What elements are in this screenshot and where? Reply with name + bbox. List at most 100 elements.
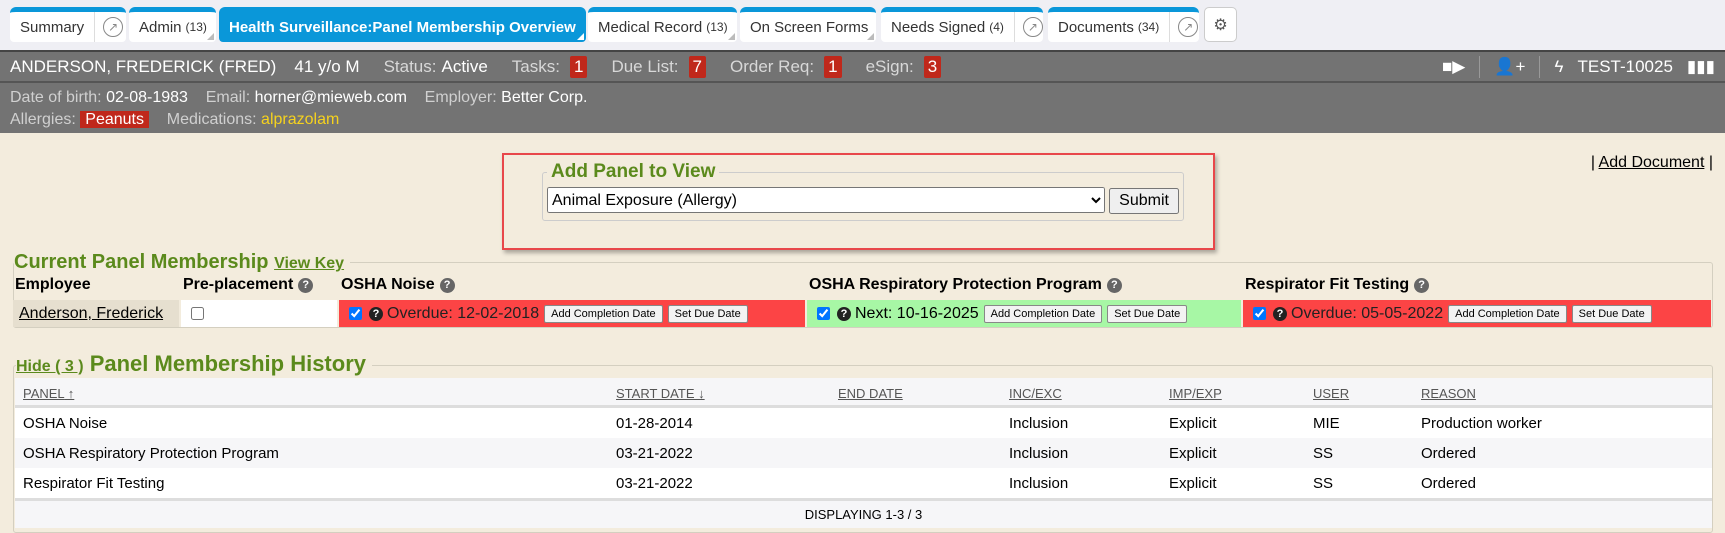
col-imp-exp[interactable]: IMP/EXP	[1169, 386, 1222, 401]
order-req-badge[interactable]: 1	[824, 55, 842, 78]
help-icon[interactable]: ?	[1106, 277, 1122, 293]
employee-link[interactable]: Anderson, Frederick	[19, 304, 164, 322]
status-text: Overdue: 12-02-2018	[387, 304, 540, 322]
cell-reason: Ordered	[1421, 475, 1477, 492]
tab-health-surveillance[interactable]: Health Surveillance:Panel Membership Ove…	[219, 7, 586, 42]
dob-label: Date of birth:	[10, 89, 102, 106]
add-user-icon[interactable]: 👤+	[1494, 56, 1526, 76]
table-footer: DISPLAYING 1-3 / 3	[15, 498, 1712, 528]
status-value: Active	[441, 56, 488, 76]
settings-gears-icon[interactable]: ⚙	[1204, 7, 1237, 42]
panel-membership-history: Hide ( 3 ) Panel Membership History PANE…	[13, 351, 1713, 533]
open-external-icon[interactable]: ↗	[1169, 12, 1199, 42]
add-completion-date-button[interactable]: Add Completion Date	[544, 304, 663, 323]
dob-value: 02-08-1983	[106, 89, 188, 106]
col-label: START DATE	[616, 386, 695, 401]
tab-label: Summary	[20, 18, 85, 36]
respirator-fit-status: ? Overdue: 05-05-2022 Add Completion Date S…	[1243, 300, 1711, 327]
patient-name: ANDERSON, FREDERICK (FRED)	[10, 56, 277, 76]
section-title: Current Panel Membership	[14, 251, 269, 273]
employee-cell: Anderson, Frederick	[13, 300, 179, 327]
col-user[interactable]: USER	[1313, 386, 1350, 401]
hide-history-link[interactable]: Hide ( 3 )	[16, 358, 84, 375]
tab-medical-record[interactable]: Medical Record (13)	[588, 7, 737, 42]
help-icon[interactable]: ?	[298, 277, 314, 293]
tab-count: (13)	[185, 20, 207, 34]
osha-noise-status: ? Overdue: 12-02-2018 Add Completion Date S…	[339, 300, 805, 327]
table-row[interactable]: OSHA Noise 01-28-2014 Inclusion Explicit MIE…	[15, 408, 1712, 438]
cell-panel: OSHA Noise	[23, 415, 108, 432]
table-header-row: PANEL ↑ START DATE ↓ END DATE INC/EXC IM…	[15, 378, 1712, 408]
tab-summary[interactable]: Summary ↗	[10, 7, 126, 42]
tab-on-screen-forms[interactable]: On Screen Forms	[740, 7, 876, 42]
cell-inc-exc: Inclusion	[1009, 475, 1069, 492]
header-osha-respiratory: OSHA Respiratory Protection Program?	[809, 276, 1122, 294]
add-document-link[interactable]: Add Document	[1598, 154, 1705, 171]
col-start-date[interactable]: START DATE ↓	[616, 386, 705, 401]
bar-chart-icon[interactable]: ▮▮▮	[1686, 56, 1715, 76]
set-due-date-button[interactable]: Set Due Date	[1571, 304, 1652, 323]
panel-select[interactable]: Animal Exposure (Allergy)	[547, 187, 1105, 213]
cell-user: SS	[1313, 475, 1334, 492]
col-inc-exc[interactable]: INC/EXC	[1009, 386, 1062, 401]
tasks-label: Tasks:	[511, 56, 560, 76]
header-label: OSHA Noise	[341, 276, 435, 293]
open-external-icon[interactable]: ↗	[94, 12, 124, 42]
add-completion-date-button[interactable]: Add Completion Date	[1448, 304, 1567, 323]
medications-label: Medications:	[166, 111, 257, 128]
osha-respiratory-status: ? Next: 10-16-2025 Add Completion Date Set …	[807, 300, 1241, 327]
medications-value: alprazolam	[261, 111, 340, 128]
cell-reason: Production worker	[1421, 415, 1542, 432]
col-reason[interactable]: REASON	[1421, 386, 1476, 401]
cell-start-date: 03-21-2022	[616, 475, 693, 492]
help-icon[interactable]: ?	[1273, 306, 1287, 321]
header-osha-noise: OSHA Noise?	[341, 276, 455, 294]
add-completion-date-button[interactable]: Add Completion Date	[983, 304, 1103, 323]
help-icon[interactable]: ?	[837, 306, 851, 321]
email-value: horner@mieweb.com	[254, 89, 407, 106]
current-panel-membership: Current Panel Membership View Key	[13, 251, 1713, 328]
col-end-date[interactable]: END DATE	[838, 386, 903, 401]
submit-button[interactable]: Submit	[1109, 187, 1179, 214]
patient-age-sex: 41 y/o M	[294, 56, 360, 76]
lightning-icon[interactable]: ϟ	[1554, 56, 1564, 76]
header-pre-placement: Pre-placement?	[183, 276, 314, 294]
panel-checkbox[interactable]	[349, 307, 362, 320]
view-key-link[interactable]: View Key	[274, 255, 345, 272]
due-list-badge[interactable]: 7	[688, 55, 706, 78]
panel-checkbox[interactable]	[817, 307, 830, 320]
help-icon[interactable]: ?	[1414, 277, 1430, 293]
tab-count: (34)	[1137, 20, 1160, 34]
pre-placement-checkbox[interactable]	[191, 307, 204, 320]
tab-admin[interactable]: Admin (13)	[129, 7, 216, 42]
col-panel[interactable]: PANEL ↑	[23, 386, 75, 401]
header-label: OSHA Respiratory Protection Program	[809, 276, 1102, 293]
header-label: Respirator Fit Testing	[1245, 276, 1410, 293]
tasks-badge[interactable]: 1	[569, 55, 588, 78]
table-row[interactable]: OSHA Respiratory Protection Program 03-21…	[15, 438, 1712, 468]
employer-value: Better Corp.	[501, 89, 588, 106]
help-icon[interactable]: ?	[369, 306, 383, 321]
add-panel-legend: Add Panel to View	[551, 161, 716, 182]
video-camera-icon[interactable]: ■▶	[1442, 56, 1466, 76]
tab-needs-signed[interactable]: Needs Signed (4) ↗	[881, 7, 1043, 42]
cell-panel: OSHA Respiratory Protection Program	[23, 445, 279, 462]
cell-imp-exp: Explicit	[1169, 415, 1217, 432]
tab-documents[interactable]: Documents (34) ↗	[1048, 7, 1199, 42]
tab-label: On Screen Forms	[750, 18, 869, 36]
open-external-icon[interactable]: ↗	[1013, 12, 1043, 42]
esign-badge[interactable]: 3	[923, 55, 942, 78]
tab-count: (13)	[706, 20, 728, 34]
cell-panel: Respirator Fit Testing	[23, 475, 165, 492]
set-due-date-button[interactable]: Set Due Date	[667, 304, 748, 323]
section-title: Panel Membership History	[89, 351, 366, 376]
help-icon[interactable]: ?	[439, 277, 455, 293]
pre-placement-cell	[181, 300, 337, 327]
allergy-badge: Peanuts	[80, 111, 149, 128]
cell-inc-exc: Inclusion	[1009, 415, 1069, 432]
table-row[interactable]: Respirator Fit Testing 03-21-2022 Inclusio…	[15, 468, 1712, 498]
email-label: Email:	[205, 89, 251, 106]
set-due-date-button[interactable]: Set Due Date	[1107, 304, 1188, 323]
cell-start-date: 03-21-2022	[616, 445, 693, 462]
panel-checkbox[interactable]	[1253, 307, 1266, 320]
